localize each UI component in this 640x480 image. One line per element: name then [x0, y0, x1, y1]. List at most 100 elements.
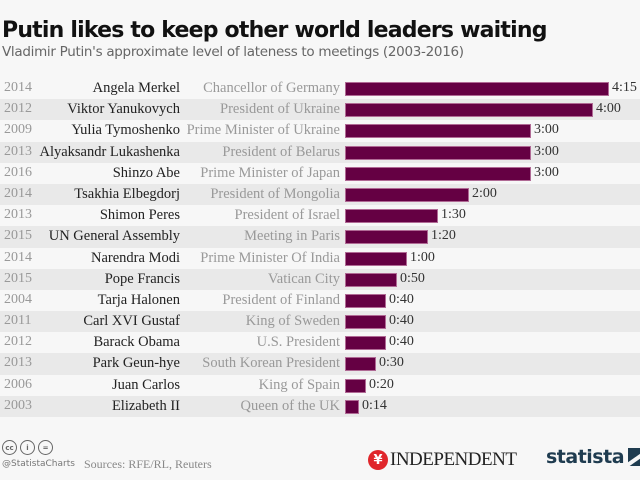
no-derivatives-icon: =	[38, 440, 53, 455]
statista-mark-icon	[628, 448, 640, 466]
row-leader-name: Elizabeth II	[111, 397, 180, 414]
chart-row: 2016 Shinzo Abe Prime Minister of Japan 3:0…	[0, 162, 640, 184]
chart-row: 2009 Yulia Tymoshenko Prime Minister of Uk…	[0, 120, 640, 142]
lateness-bar	[345, 166, 531, 181]
row-leader-name: UN General Assembly	[48, 228, 180, 245]
independent-eagle-icon: ¥	[368, 450, 388, 470]
chart-row: 2015 Pope Francis Vatican City 0:50	[0, 268, 640, 290]
row-year: 2014	[4, 80, 32, 95]
lateness-value: 0:40	[389, 313, 414, 329]
chart-row: 2014 Narendra Modi Prime Minister Of India…	[0, 247, 640, 269]
row-leader-name: Shinzo Abe	[112, 164, 180, 181]
lateness-bar	[345, 145, 531, 160]
lateness-bar	[345, 357, 376, 372]
lateness-bar	[345, 336, 386, 351]
chart-row: 2013 Park Geun-hye South Korean President 0…	[0, 353, 640, 375]
independent-wordmark: INDEPENDENT	[390, 449, 517, 470]
lateness-value: 0:50	[400, 270, 425, 286]
lateness-value: 0:20	[369, 376, 394, 392]
row-leader-role: President of Ukraine	[220, 101, 340, 118]
lateness-bar	[345, 124, 531, 139]
row-year: 2006	[4, 376, 32, 392]
row-leader-role: Prime Minister of Ukraine	[186, 122, 340, 139]
lateness-value: 1:20	[431, 228, 456, 244]
row-year: 2012	[4, 334, 32, 350]
row-leader-name: Alyaksandr Lukashenka	[39, 143, 180, 160]
row-year: 2014	[4, 249, 32, 265]
chart-row: 2014 Angela Merkel Chancellor of Germany 4:…	[0, 78, 640, 100]
row-leader-role: President of Finland	[222, 291, 340, 308]
chart-row: 2013 Alyaksandr Lukashenka President of Be…	[0, 141, 640, 163]
lateness-value: 2:00	[472, 185, 497, 201]
row-year: 2013	[4, 143, 32, 159]
row-year: 2013	[4, 207, 32, 223]
lateness-bar	[345, 272, 397, 287]
statista-handle: @StatistaCharts	[2, 459, 75, 469]
row-year: 2012	[4, 101, 32, 117]
row-year: 2014	[4, 185, 32, 201]
chart-row: 2015 UN General Assembly Meeting in Paris 1…	[0, 226, 640, 248]
row-leader-name: Narendra Modi	[91, 249, 180, 266]
lateness-bar	[345, 103, 593, 118]
row-leader-role: Queen of the UK	[240, 397, 340, 414]
lateness-value: 3:00	[534, 164, 559, 180]
row-leader-name: Viktor Yanukovych	[67, 101, 180, 118]
row-leader-role: Vatican City	[267, 270, 340, 287]
lateness-value: 0:14	[362, 397, 387, 413]
row-leader-role: Chancellor of Germany	[203, 80, 340, 96]
row-leader-role: President of Mongolia	[210, 185, 340, 202]
lateness-value: 0:40	[389, 334, 414, 350]
sources-note: Sources: RFE/RL, Reuters	[84, 457, 212, 471]
row-leader-role: U.S. President	[256, 334, 340, 351]
lateness-bar	[345, 378, 366, 393]
chart-row: 2013 Shimon Peres President of Israel 1:30	[0, 205, 640, 227]
lateness-value: 4:15	[612, 80, 637, 95]
lateness-bar	[345, 187, 469, 202]
chart-row: 2014 Tsakhia Elbegdorj President of Mongol…	[0, 183, 640, 206]
statista-logo: statista	[546, 446, 640, 468]
row-leader-name: Pope Francis	[104, 270, 180, 287]
lateness-bar	[345, 209, 438, 224]
lateness-value: 4:00	[596, 101, 621, 117]
row-year: 2016	[4, 164, 32, 180]
lateness-bar	[345, 293, 386, 308]
chart-row: 2004 Tarja Halonen President of Finland 0:4…	[0, 289, 640, 312]
row-year: 2003	[4, 397, 32, 413]
row-leader-role: King of Spain	[258, 376, 340, 393]
row-leader-role: President of Belarus	[222, 143, 340, 160]
lateness-bar	[345, 82, 609, 96]
row-year: 2009	[4, 122, 32, 138]
chart-row: 2011 Carl XVI Gustaf King of Sweden 0:40	[0, 311, 640, 333]
row-leader-name: Juan Carlos	[111, 376, 180, 393]
lateness-bar	[345, 315, 386, 330]
chart-row: 2006 Juan Carlos King of Spain 0:20	[0, 374, 640, 396]
statista-wordmark: statista	[546, 446, 625, 468]
lateness-bar	[345, 399, 359, 414]
row-year: 2015	[4, 228, 32, 244]
row-year: 2015	[4, 270, 32, 286]
creative-commons-icon: cc	[2, 440, 17, 455]
lateness-value: 1:30	[441, 207, 466, 223]
chart-row: 2012 Viktor Yanukovych President of Ukrain…	[0, 99, 640, 121]
chart-row: 2012 Barack Obama U.S. President 0:40	[0, 332, 640, 354]
row-leader-name: Angela Merkel	[92, 80, 180, 96]
row-leader-name: Yulia Tymoshenko	[71, 122, 180, 139]
lateness-bar	[345, 251, 407, 266]
chart-subtitle: Vladimir Putin's approximate level of la…	[2, 44, 464, 60]
row-leader-name: Shimon Peres	[99, 207, 180, 224]
lateness-bar	[345, 230, 428, 245]
chart-title: Putin likes to keep other world leaders …	[2, 18, 547, 43]
license-icons: cc i =	[2, 440, 53, 455]
row-year: 2011	[4, 313, 32, 329]
row-leader-name: Tsakhia Elbegdorj	[74, 185, 180, 202]
lateness-value: 3:00	[534, 143, 559, 159]
row-leader-name: Park Geun-hye	[92, 355, 180, 372]
row-year: 2004	[4, 291, 32, 307]
row-leader-role: President of Israel	[234, 207, 341, 224]
chart-row: 2003 Elizabeth II Queen of the UK 0:14	[0, 395, 640, 417]
lateness-value: 0:30	[379, 355, 404, 371]
attribution-person-icon: i	[20, 440, 35, 455]
row-leader-name: Barack Obama	[93, 334, 180, 351]
independent-logo: ¥ INDEPENDENT	[368, 449, 517, 471]
row-leader-role: Meeting in Paris	[244, 228, 340, 245]
